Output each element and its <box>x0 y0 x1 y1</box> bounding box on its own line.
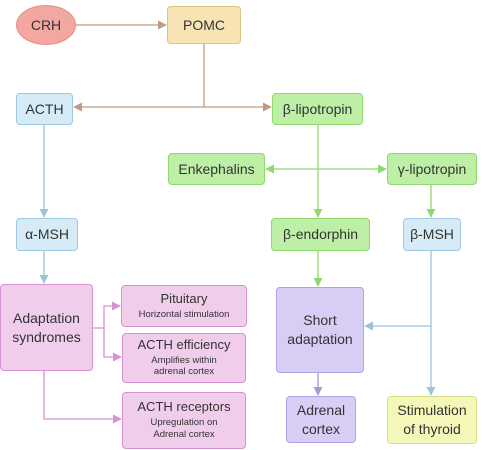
acth-receptors-node: ACTH receptors Upregulation on Adrenal c… <box>122 392 246 449</box>
short-adaptation-line2: adaptation <box>287 331 353 347</box>
thyroid-line1: Stimulation <box>397 402 467 419</box>
alpha-msh-node: α-MSH <box>16 218 78 251</box>
adaptation-syndromes-node: Adaptation syndromes <box>0 284 93 371</box>
beta-lipotropin-node: β-lipotropin <box>272 93 363 125</box>
beta-endorphin-node: β-endorphin <box>271 218 370 251</box>
crh-label: CRH <box>30 16 62 33</box>
arrow-adaptation-to-efficiency <box>103 328 122 362</box>
adaptation-label-line1: Adaptation <box>13 309 80 326</box>
arrow-adaptation-to-receptors <box>43 371 122 424</box>
short-adaptation-line1: Short <box>303 312 337 329</box>
adrenal-cortex-node: Adrenal cortex <box>286 396 356 443</box>
adrenal-cortex-line2: cortex <box>301 420 341 437</box>
short-adaptation-node: Short adaptation <box>276 287 364 373</box>
crh-node: CRH <box>16 5 76 45</box>
acth-efficiency-title: ACTH efficiency <box>137 336 231 352</box>
acth-label: ACTH <box>25 100 64 117</box>
beta-msh-node: β-MSH <box>403 218 461 251</box>
adaptation-label-line2: syndromes <box>12 328 81 345</box>
acth-efficiency-detail-line1: Amplifies within <box>151 354 217 366</box>
beta-lipotropin-label: β-lipotropin <box>282 100 353 117</box>
acth-efficiency-detail-line2: adrenal cortex <box>153 366 215 378</box>
adrenal-cortex-line1: Adrenal <box>296 401 346 418</box>
arrow-adaptation-to-pituitary <box>93 301 121 329</box>
enkephalins-label: Enkephalins <box>178 160 255 177</box>
beta-msh-label: β-MSH <box>410 226 454 243</box>
pituitary-title: Pituitary <box>160 290 208 306</box>
gamma-lipotropin-node: γ-lipotropin <box>387 153 477 185</box>
acth-node: ACTH <box>16 93 73 125</box>
pomc-node: POMC <box>167 6 241 44</box>
acth-receptors-detail-line1: Upregulation on <box>150 417 218 429</box>
beta-endorphin-label: β-endorphin <box>283 226 358 243</box>
pituitary-node: Pituitary Horizontal stimulation <box>121 285 247 327</box>
pomc-label: POMC <box>183 16 225 33</box>
thyroid-line2: of thyroid <box>403 421 461 437</box>
enkephalins-node: Enkephalins <box>168 153 265 185</box>
acth-receptors-detail-line2: Adrenal cortex <box>153 428 215 440</box>
pituitary-detail: Horizontal stimulation <box>138 308 230 320</box>
acth-efficiency-node: ACTH efficiency Amplifies within adrenal… <box>122 333 246 383</box>
alpha-msh-label: α-MSH <box>25 226 69 243</box>
thyroid-stimulation-node: Stimulation of thyroid <box>387 396 477 444</box>
gamma-lipotropin-label: γ-lipotropin <box>397 160 467 177</box>
acth-receptors-title: ACTH receptors <box>137 399 231 415</box>
